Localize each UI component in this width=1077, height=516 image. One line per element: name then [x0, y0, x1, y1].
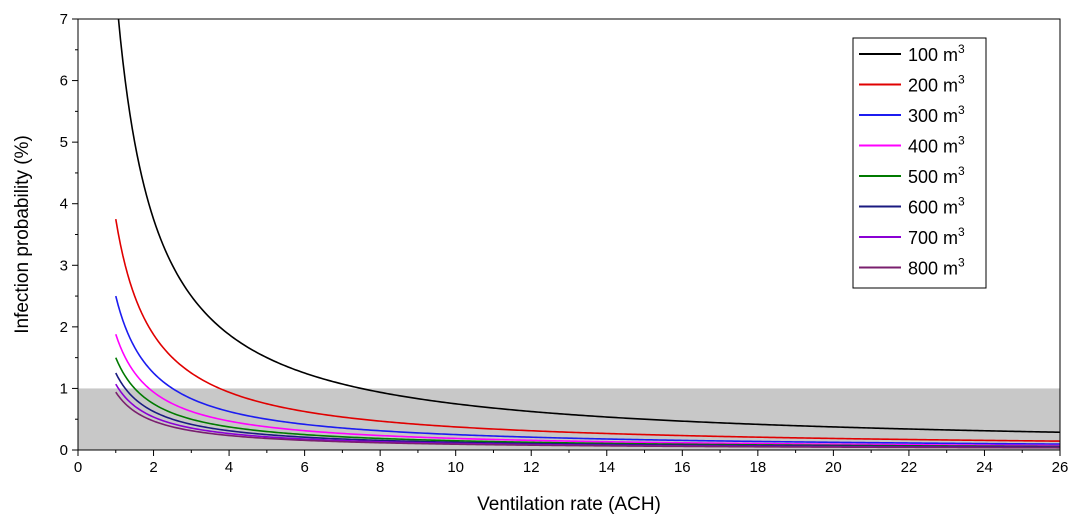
- legend-label: 400 m3: [908, 134, 965, 157]
- x-tick-label: 10: [447, 459, 464, 476]
- legend-label: 600 m3: [908, 195, 965, 218]
- x-tick-label: 0: [74, 459, 82, 476]
- x-tick-label: 4: [225, 459, 233, 476]
- x-tick-label: 24: [976, 459, 993, 476]
- legend-label-superscript: 3: [958, 42, 965, 56]
- legend-label-superscript: 3: [958, 73, 965, 87]
- legend-label-superscript: 3: [958, 103, 965, 117]
- y-tick-label: 7: [60, 11, 68, 28]
- x-axis-title: Ventilation rate (ACH): [477, 494, 661, 515]
- legend-label-superscript: 3: [958, 134, 965, 148]
- x-tick-label: 2: [149, 459, 157, 476]
- legend-label: 200 m3: [908, 73, 965, 96]
- y-tick-label: 6: [60, 73, 68, 90]
- legend-label-superscript: 3: [958, 164, 965, 178]
- legend-label: 700 m3: [908, 225, 965, 248]
- y-tick-label: 5: [60, 134, 68, 151]
- legend-label-superscript: 3: [958, 195, 965, 209]
- series-line-3: [114, 295, 1060, 445]
- legend-label: 100 m3: [908, 42, 965, 65]
- legend-box: [852, 37, 987, 289]
- series-layer: [114, 19, 1060, 449]
- x-tick-label: 26: [1052, 459, 1069, 476]
- legend-label: 300 m3: [908, 103, 965, 126]
- x-tick-label: 8: [376, 459, 384, 476]
- legend-label-superscript: 3: [958, 256, 965, 270]
- legend-label-superscript: 3: [958, 225, 965, 239]
- y-axis-title: Infection probability (%): [12, 135, 33, 334]
- legend-label: 500 m3: [908, 164, 965, 187]
- x-tick-label: 12: [523, 459, 540, 476]
- x-tick-label: 14: [598, 459, 615, 476]
- series-line-4: [115, 333, 1060, 447]
- legend-label: 800 m3: [908, 256, 965, 279]
- y-tick-label: 2: [60, 319, 68, 336]
- y-tick-label: 1: [60, 380, 68, 397]
- series-line-2: [114, 218, 1060, 442]
- y-tick-label: 4: [60, 196, 68, 213]
- x-tick-label: 18: [750, 459, 767, 476]
- legend: 100 m3 200 m3 300 m3 400 m3 500 m3 600 m3 700 …: [852, 37, 987, 289]
- y-tick-label: 3: [60, 257, 68, 274]
- y-tick-label: 0: [60, 442, 68, 459]
- x-tick-label: 6: [300, 459, 308, 476]
- x-tick-label: 20: [825, 459, 842, 476]
- series-line-8: [115, 391, 1060, 449]
- x-tick-label: 16: [674, 459, 691, 476]
- x-tick-label: 22: [901, 459, 918, 476]
- series-line-1: [117, 19, 1060, 434]
